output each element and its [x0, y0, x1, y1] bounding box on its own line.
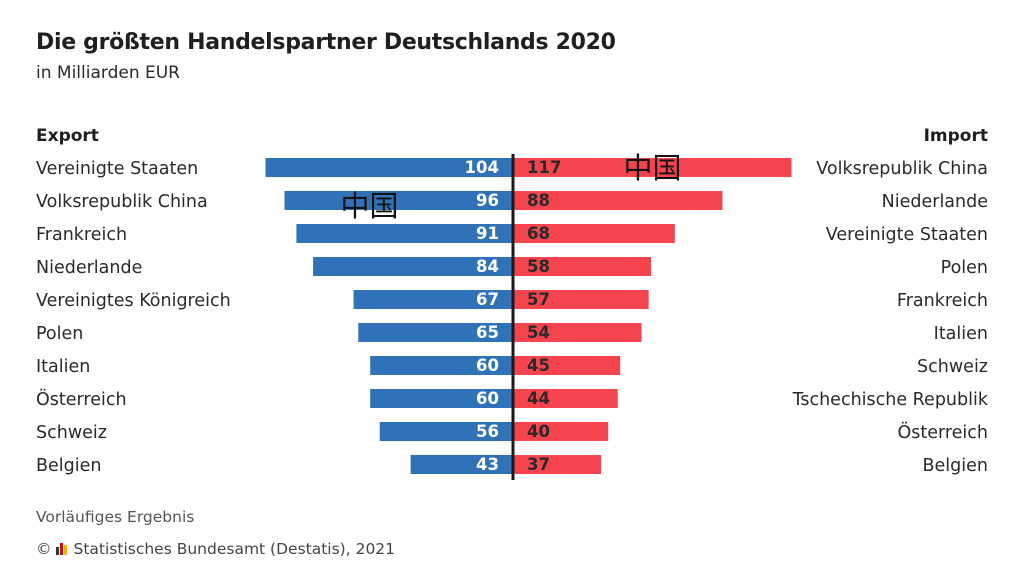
- import-category-label: Österreich: [897, 421, 988, 443]
- export-value-label: 104: [465, 158, 499, 177]
- china-annotation-import: 中国: [623, 151, 681, 185]
- export-category-label: Niederlande: [36, 258, 142, 278]
- import-category-label: Belgien: [923, 456, 988, 476]
- export-bar: [370, 356, 513, 375]
- import-category-label: Niederlande: [882, 192, 988, 212]
- export-bar: [313, 257, 513, 276]
- import-value-label: 58: [527, 257, 550, 276]
- export-bar: [265, 158, 513, 177]
- export-category-label: Volksrepublik China: [36, 192, 208, 212]
- export-value-label: 60: [476, 389, 499, 408]
- destatis-logo-icon: [55, 543, 70, 555]
- export-value-label: 91: [476, 224, 499, 243]
- export-heading: Export: [36, 126, 99, 146]
- source-text: Statistisches Bundesamt (Destatis), 2021: [73, 540, 396, 558]
- chart-title: Die größten Handelspartner Deutschlands …: [36, 30, 616, 55]
- import-bar: [513, 257, 652, 276]
- import-category-label: Frankreich: [897, 291, 988, 311]
- import-bar: [513, 158, 792, 177]
- import-category-label: Polen: [941, 258, 988, 278]
- export-bar: [296, 224, 513, 243]
- import-bar: [513, 356, 621, 375]
- import-category-label: Volksrepublik China: [816, 159, 988, 179]
- import-value-label: 44: [527, 389, 550, 408]
- export-category-label: Schweiz: [36, 423, 107, 443]
- export-value-label: 60: [476, 356, 499, 375]
- import-bar: [513, 224, 675, 243]
- export-value-label: 56: [476, 422, 499, 441]
- export-value-label: 96: [476, 191, 499, 210]
- import-value-label: 37: [527, 455, 550, 474]
- import-bar: [513, 290, 649, 309]
- export-category-label: Belgien: [36, 456, 101, 476]
- export-category-label: Vereinigte Staaten: [36, 159, 198, 179]
- import-value-label: 45: [527, 356, 550, 375]
- export-bar: [358, 323, 513, 342]
- import-bar: [513, 422, 609, 441]
- export-bar: [284, 191, 513, 210]
- export-value-label: 67: [476, 290, 499, 309]
- chart-subtitle: in Milliarden EUR: [36, 63, 180, 83]
- export-category-label: Vereinigtes Königreich: [36, 291, 231, 311]
- import-value-label: 57: [527, 290, 550, 309]
- footnote-preliminary: Vorläufiges Ergebnis: [36, 508, 195, 526]
- export-category-label: Italien: [36, 357, 90, 377]
- import-value-label: 68: [527, 224, 550, 243]
- import-category-label: Tschechische Republik: [792, 390, 989, 410]
- export-bar: [353, 290, 513, 309]
- export-bar: [370, 389, 513, 408]
- import-value-label: 117: [527, 158, 561, 177]
- import-category-label: Vereinigte Staaten: [826, 225, 988, 245]
- china-annotation-export: 中国: [341, 189, 399, 223]
- import-category-label: Schweiz: [917, 357, 988, 377]
- export-bar: [410, 455, 513, 474]
- copyright-symbol: ©: [36, 540, 52, 558]
- import-value-label: 88: [527, 191, 550, 210]
- export-value-label: 43: [476, 455, 499, 474]
- import-bar: [513, 191, 723, 210]
- export-category-label: Frankreich: [36, 225, 127, 245]
- import-value-label: 54: [527, 323, 550, 342]
- export-category-label: Polen: [36, 324, 83, 344]
- export-bar: [379, 422, 513, 441]
- export-value-label: 65: [476, 323, 499, 342]
- import-bar: [513, 323, 642, 342]
- import-category-label: Italien: [934, 324, 988, 344]
- import-value-label: 40: [527, 422, 550, 441]
- export-category-label: Österreich: [36, 388, 127, 410]
- import-bar: [513, 389, 618, 408]
- export-value-label: 84: [476, 257, 499, 276]
- source-line: © Statistisches Bundesamt (Destatis), 20…: [36, 540, 395, 558]
- import-bar: [513, 455, 602, 474]
- import-heading: Import: [923, 126, 988, 146]
